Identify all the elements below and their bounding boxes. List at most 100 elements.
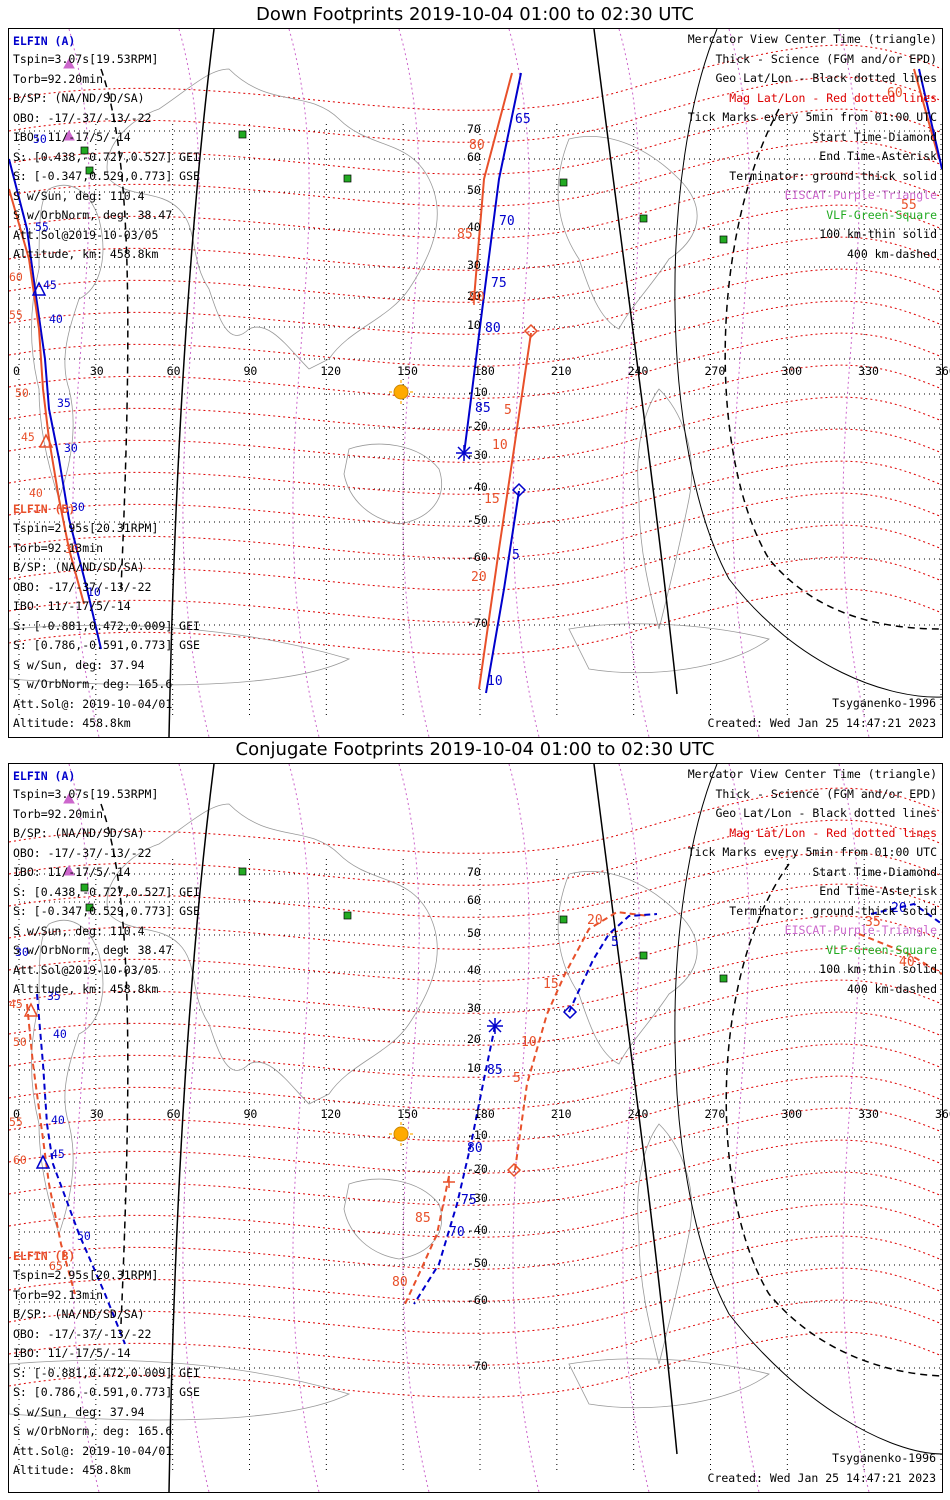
elfin-b-tick-label: 30 (65, 542, 79, 556)
elfin-b-tick-label: 45 (21, 430, 35, 444)
terminator-line (168, 764, 215, 1492)
legend-entry: End Time-Asterisk (819, 884, 937, 898)
elfin-a-center-triangle (35, 1154, 51, 1169)
terminator-line (674, 29, 942, 698)
legend-entry: Thick - Science (FGM and/or EPD) (715, 51, 937, 66)
legend-entry: Mag Lat/Lon - Red dotted lines (729, 90, 937, 105)
legend-entry: 400 km-dashed (846, 981, 937, 996)
lon-tick-label: 120 (320, 1107, 342, 1121)
mag-meridian (398, 764, 430, 1492)
elfin-info-line: S w/Sun, deg: 110.4 (13, 188, 145, 203)
elfin-info-line: OBO: -17/-37/-13/-22 (13, 110, 152, 125)
elfin-a-tick-label: 35 (47, 989, 61, 1003)
continent-outline (31, 184, 104, 501)
lon-tick-label: 90 (243, 1107, 258, 1121)
elfin-b-center-triangle (23, 1002, 39, 1017)
elfin-a-start-diamond (511, 482, 527, 498)
continent-outline (343, 443, 442, 525)
legend-entry: Start Time-Diamond (812, 864, 937, 879)
lat-tick-label: -50 (467, 513, 488, 527)
lon-tick-label: 300 (781, 364, 803, 378)
continent-outline (9, 1359, 351, 1421)
elfin-b-track (913, 68, 940, 160)
elfin-b-track (26, 1003, 76, 1295)
elfin-info-line: S: [0.438,-0.727,0.527] GEI (13, 884, 200, 899)
lon-tick-label: 150 (397, 1107, 418, 1121)
lon-tick-label: 0 (13, 364, 20, 378)
elfin-info-line: Torb=92.13min (13, 1287, 104, 1302)
legend-entry: Mag Lat/Lon - Red dotted lines (729, 825, 937, 840)
elfin-info-line: IBO: 11/-17/5/-14 (13, 865, 131, 879)
continent-outline (343, 1178, 442, 1260)
conjugate-footprints-panel: 0 30 60 90 120 150 180 210 240 270 300 330 360 70 60 5… (8, 763, 950, 1493)
lon-tick-label: 180 (474, 364, 495, 378)
terminator-dashed (100, 68, 129, 590)
continent-outline (106, 68, 438, 370)
elfin-b-center-triangle (38, 433, 54, 448)
elfin-info-line: S: [0.786,-0.591,0.773] GSE (13, 638, 200, 652)
lon-tick-label: 0 (13, 1107, 20, 1121)
mag-meridian (728, 764, 760, 1492)
elfin-info-line: Torb=92.13min (13, 540, 104, 555)
legend-entry: End Time-Asterisk (819, 149, 937, 163)
mag-meridian (398, 29, 430, 737)
elfin-info-line: Tspin=2.95s[20.31RPM] (13, 521, 159, 535)
continent-outline (637, 388, 693, 630)
created-label: Created: Wed Jan 25 14:47:21 2023 (707, 716, 936, 730)
elfin-info-line: S w/OrbNorm, deg: 165.6 (13, 1424, 173, 1438)
elfin-info-line: Tspin=3.07s[19.53RPM] (13, 52, 159, 66)
lat-tick-label: 10 (467, 318, 481, 332)
legend-entry: 100 km-thin solid (819, 227, 937, 241)
elfin-info-line: Torb=92.20min (13, 806, 104, 821)
elfin-info-line: Tspin=2.95s[20.31RPM] (13, 1268, 159, 1282)
elfin-a-track (9, 158, 102, 650)
continent-outline (106, 803, 438, 1105)
elfin-a-tick-label: 20 (891, 901, 907, 916)
elfin-b-tick-label: 80 (392, 1275, 408, 1290)
elfin-b-tick-label: 20 (471, 570, 487, 585)
model-label: Tsyganenko-1996 (832, 696, 936, 710)
elfin-info-line: Tspin=3.07s[19.53RPM] (13, 787, 159, 801)
mag-parallel (9, 1043, 942, 1110)
elfin-a-track (463, 72, 522, 455)
mag-meridian (68, 764, 100, 1492)
elfin-a-start-diamond (562, 1004, 578, 1020)
mag-meridian (508, 764, 540, 1492)
lat-tick-label: -30 (467, 448, 488, 462)
elfin-info-line: OBO: -17/-37/-13/-22 (13, 845, 152, 860)
lat-tick-label: 30 (467, 1001, 481, 1015)
terminator-line (593, 29, 678, 695)
elfin-a-track (870, 902, 942, 925)
elfin-b-tick-label: 15 (484, 492, 500, 507)
legend-entry: EISCAT-Purple-Triangle (784, 923, 937, 937)
legend-entry: VLF-Green-Square (826, 942, 937, 957)
elfin-info-line: S w/Sun, deg: 37.94 (13, 1404, 145, 1419)
elfin-info-line: Att.Sol@: 2019-10-04/01 (13, 1443, 173, 1458)
lon-tick-label: 210 (550, 1107, 572, 1121)
elfin-b-tick-label: 5 (513, 1071, 521, 1086)
elfin-b-tick-label: 80 (469, 138, 485, 153)
eiscat-triangle (63, 864, 75, 876)
elfin-a-tick-label: 45 (43, 278, 57, 292)
elfin-b-tick-label: 55 (901, 198, 917, 213)
lon-tick-label: 120 (320, 364, 342, 378)
elfin-b-tick-label: 55 (9, 1115, 23, 1129)
elfin-info-line: B/SP: (NA/ND/SD/SA) (13, 826, 145, 840)
continent-outline (637, 1123, 693, 1365)
lat-tick-label: -50 (467, 1256, 488, 1270)
elfin-b-name: ELFIN (B) (13, 1249, 76, 1263)
elfin-info-line: B/SP: (NA/ND/SD/SA) (13, 91, 145, 105)
elfin-b-track (478, 332, 532, 690)
elfin-info-line: S w/Sun, deg: 110.4 (13, 923, 145, 938)
elfin-info-line: Att.Sol@: 2019-10-04/01 (13, 696, 173, 711)
elfin-a-tick-label: 45 (51, 1147, 65, 1161)
lat-tick-label: -70 (467, 616, 488, 630)
elfin-a-tick-label: 35 (57, 396, 71, 410)
lat-tick-label: 70 (467, 865, 481, 879)
elfin-info-line: Altitude: 458.8km (13, 1463, 131, 1477)
elfin-b-tick-label: 85 (457, 227, 473, 242)
elfin-b-end-asterisk (443, 1176, 455, 1188)
mag-meridian (618, 29, 650, 737)
mag-meridian (728, 29, 760, 737)
elfin-a-name: ELFIN (A) (13, 34, 76, 48)
